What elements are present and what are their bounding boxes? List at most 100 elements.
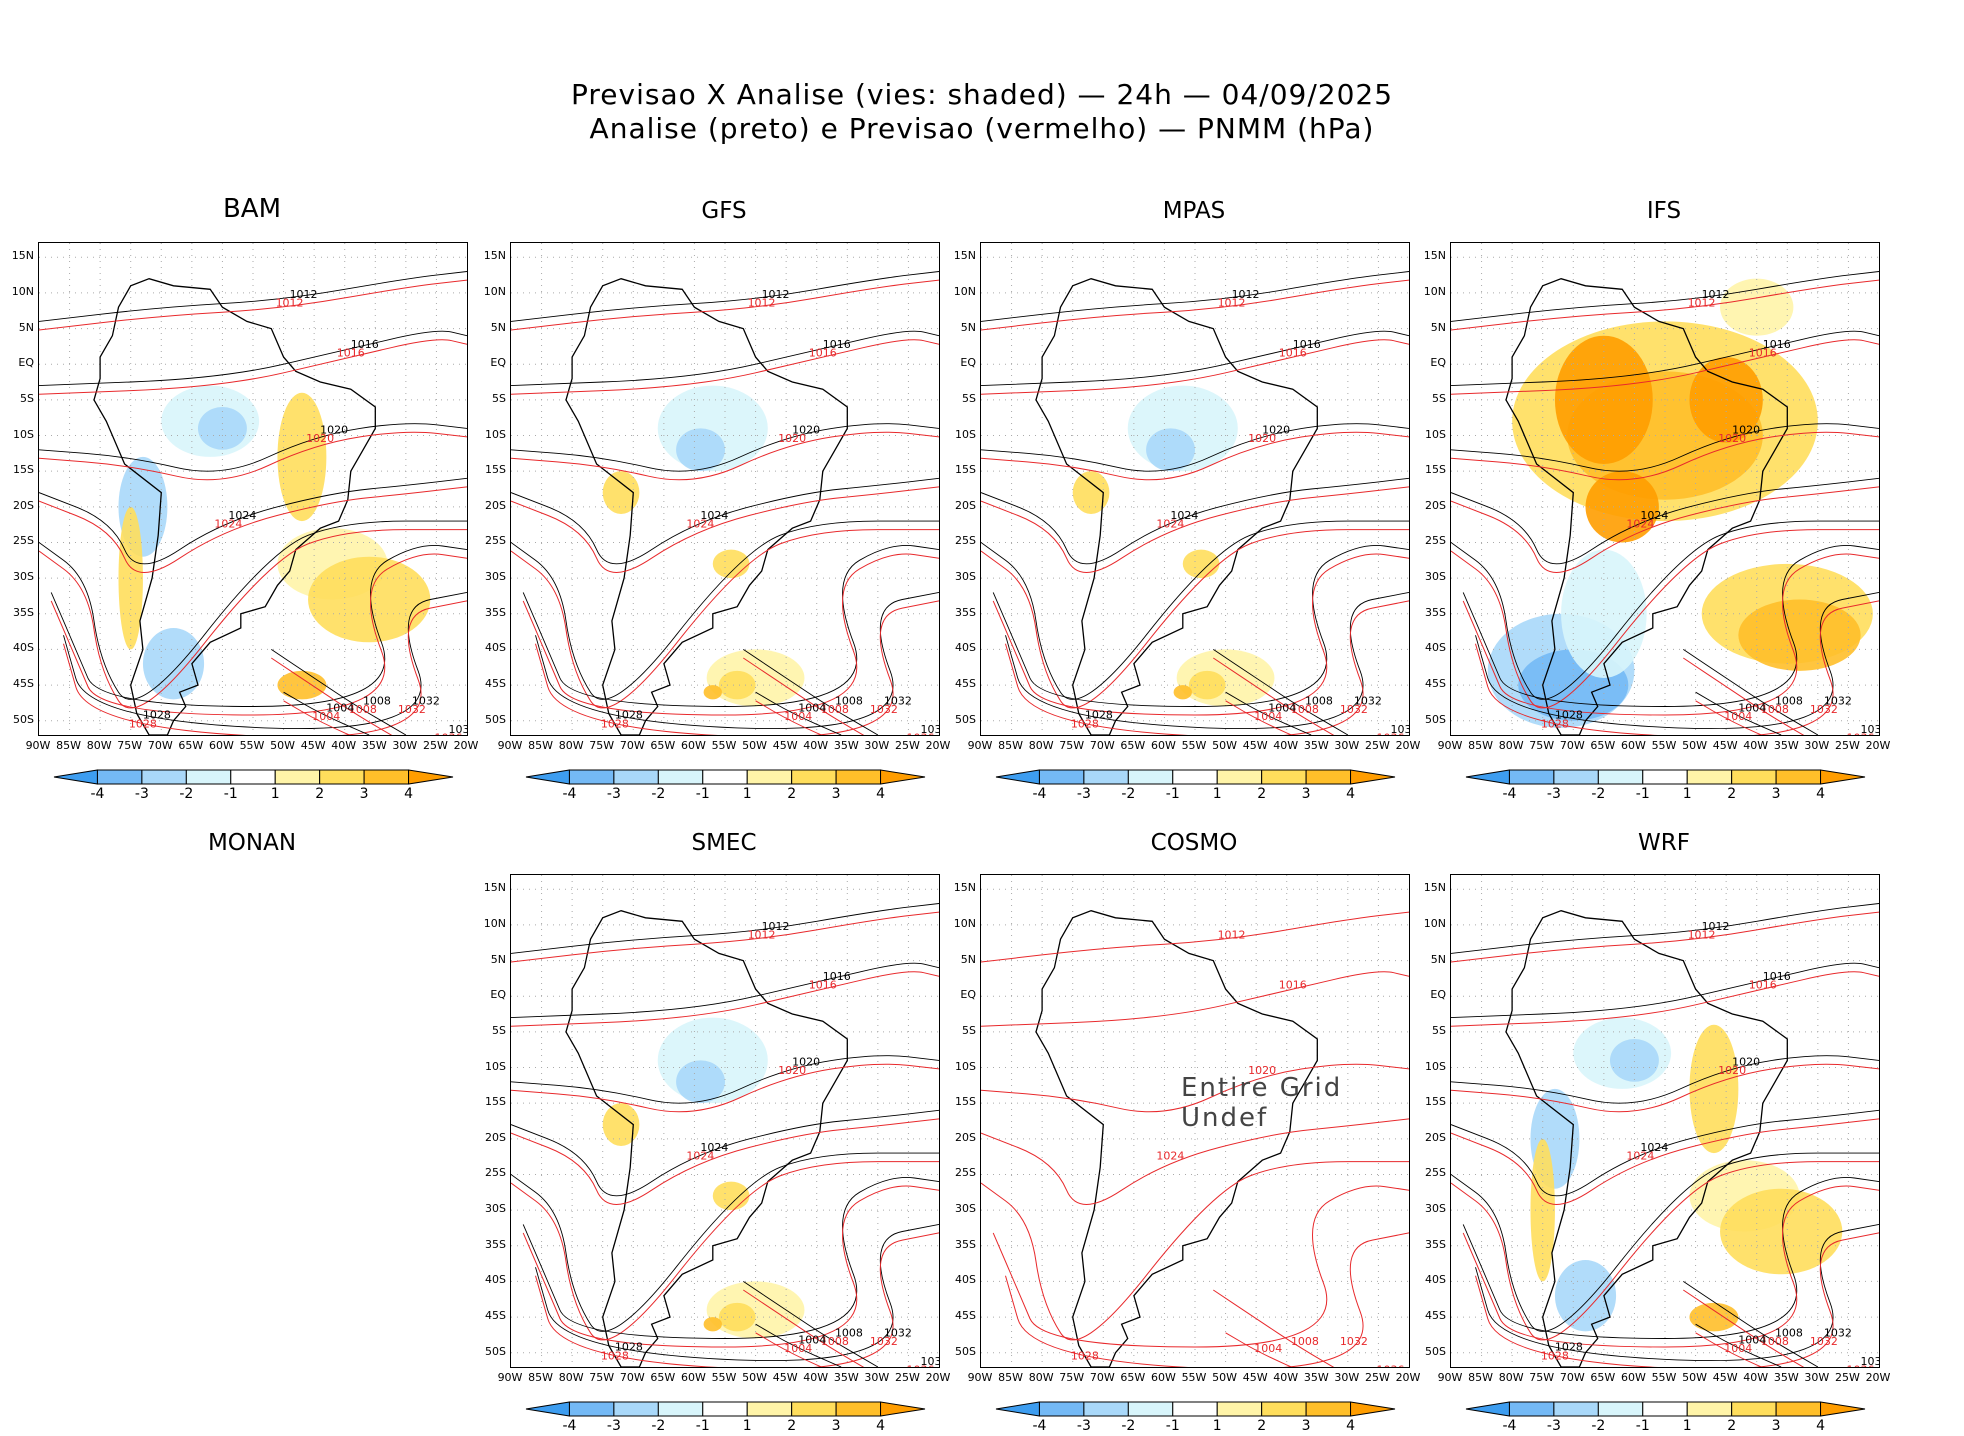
colorbar-wrf xyxy=(1465,1401,1866,1417)
isobar-analysis-1008 xyxy=(1683,649,1819,735)
y-tick-label: 30S xyxy=(485,570,506,584)
contour-label: 1004 xyxy=(1724,1342,1752,1355)
bias-patch xyxy=(712,549,750,579)
x-tick-label: 85W xyxy=(998,739,1023,752)
contour-label: 1020 xyxy=(792,424,820,437)
bias-patch xyxy=(1689,1024,1739,1154)
isobar-forecast-1008 xyxy=(1213,657,1335,735)
contour-label: 1028 xyxy=(1555,1341,1583,1354)
undef-notice: Entire Grid Undef xyxy=(1181,1073,1343,1133)
x-tick-label: 90W xyxy=(1437,1371,1463,1384)
x-tick-label: 75W xyxy=(117,739,143,752)
y-tick-label: 15S xyxy=(955,463,976,477)
x-tick-label: 80W xyxy=(86,739,112,752)
bias-patch xyxy=(602,1103,640,1146)
y-tick-label: 25S xyxy=(485,534,506,548)
y-tick-label: 15S xyxy=(13,463,34,477)
isobar-forecast-1020 xyxy=(981,431,1409,481)
colorbar-segment xyxy=(1127,1401,1174,1417)
isobar-forecast-1020 xyxy=(981,1063,1409,1113)
y-tick-label: 15S xyxy=(955,1095,976,1109)
contour-label: 1028 xyxy=(601,717,629,730)
x-tick-label: 80W xyxy=(558,739,584,752)
y-tick-label: 35S xyxy=(485,1237,506,1251)
contour-label: 1032 xyxy=(412,694,440,707)
contour-label: 1024 xyxy=(228,509,256,522)
y-tick-label: 10S xyxy=(1425,1059,1446,1073)
y-tick-label: 15S xyxy=(485,463,506,477)
contour-label: 1036 xyxy=(1391,723,1409,735)
x-tick-label: 30W xyxy=(1334,739,1360,752)
coastline xyxy=(1505,278,1788,735)
colorbar-segment xyxy=(613,1401,659,1417)
map-panel-smec: 1012 1012 1016 1016 1020 1020 1024 1024 1028 1028… xyxy=(510,874,940,1368)
y-tick-label: 10N xyxy=(953,916,976,930)
isobar-forecast-1036 xyxy=(1005,1232,1409,1367)
y-tick-label: 45S xyxy=(485,1309,506,1323)
x-tick-label: 70W xyxy=(1559,1371,1585,1384)
isobar-analysis-1016 xyxy=(981,330,1409,387)
x-tick-label: 70W xyxy=(1559,739,1585,752)
contour-label: 1016 xyxy=(1749,347,1777,360)
isobar-forecast-1032 xyxy=(992,553,1409,716)
colorbar-segment xyxy=(141,769,187,785)
isobar-analysis-1036 xyxy=(535,1223,939,1361)
contour-label: 1028 xyxy=(1541,1349,1569,1362)
y-tick-label: 15N xyxy=(483,249,506,263)
y-tick-label: 5S xyxy=(1432,391,1446,405)
contour-label: 1020 xyxy=(1248,1064,1276,1077)
contour-label: 1020 xyxy=(1718,1064,1746,1077)
y-tick-label: 10N xyxy=(483,916,506,930)
y-tick-label: 5S xyxy=(492,1023,506,1037)
colorbar-label: 2 xyxy=(1727,786,1737,802)
x-tick-label: 20W xyxy=(1395,739,1421,752)
x-tick-label: 90W xyxy=(1437,739,1463,752)
map-panel-bam: 1012 1012 1016 1016 1020 1020 1024 1024 1028 1028… xyxy=(38,242,468,736)
x-tick-label: 45W xyxy=(1712,739,1738,752)
y-tick-label: EQ xyxy=(960,356,976,370)
isobar-forecast-1032 xyxy=(1462,553,1879,716)
y-tick-label: 50S xyxy=(955,1344,976,1358)
colorbar-segment xyxy=(1775,769,1822,785)
colorbar-segment xyxy=(880,769,926,785)
contour-label: 1024 xyxy=(686,518,714,531)
x-tick-label: 75W xyxy=(1529,1371,1555,1384)
y-tick-label: 5S xyxy=(1432,1023,1446,1037)
x-tick-label: 30W xyxy=(1334,1371,1360,1384)
contour-label: 1032 xyxy=(1354,694,1382,707)
contour-label: 1028 xyxy=(143,709,171,722)
x-tick-label: 35W xyxy=(833,739,859,752)
x-tick-label: 30W xyxy=(864,1371,890,1384)
colorbar-segment xyxy=(995,1401,1040,1417)
y-tick-label: 35S xyxy=(1425,605,1446,619)
isobar-analysis-1012 xyxy=(1451,271,1879,322)
contour-label: 1004 xyxy=(798,702,826,715)
x-tick-label: 85W xyxy=(56,739,81,752)
isobar-analysis-1036 xyxy=(1475,1223,1879,1361)
y-tick-label: 10S xyxy=(955,1059,976,1073)
bias-patch xyxy=(1530,1138,1555,1282)
colorbar-label: -2 xyxy=(1121,786,1136,802)
isobar-analysis-1024 xyxy=(511,1109,939,1197)
x-tick-label: 25W xyxy=(894,739,920,752)
x-tick-label: 80W xyxy=(1028,1371,1054,1384)
contour-label: 1024 xyxy=(1626,518,1654,531)
contour-label: 1012 xyxy=(290,288,318,301)
colorbar-label: 1 xyxy=(742,1418,752,1434)
colorbar-label: -3 xyxy=(1546,786,1561,802)
map-svg-cosmo: 1012 1016 1020 1024 1028 1032 1036 1008 1004 xyxy=(981,875,1409,1367)
y-tick-label: 15N xyxy=(483,881,506,895)
contour-label: 1020 xyxy=(778,432,806,445)
isobar-analysis-1032 xyxy=(522,1177,939,1339)
contour-label: 1028 xyxy=(1071,717,1099,730)
x-tick-label: 40W xyxy=(1273,739,1299,752)
colorbar-segment xyxy=(230,769,276,785)
y-tick-label: 20S xyxy=(1425,1130,1446,1144)
coastline xyxy=(565,278,848,735)
x-tick-label: 65W xyxy=(1120,1371,1146,1384)
colorbar-label: -4 xyxy=(562,786,577,802)
contour-label: 1008 xyxy=(821,703,849,716)
x-tick-label: 60W xyxy=(1150,739,1176,752)
y-tick-label: 45S xyxy=(1425,1309,1446,1323)
x-tick-label: 40W xyxy=(803,739,829,752)
